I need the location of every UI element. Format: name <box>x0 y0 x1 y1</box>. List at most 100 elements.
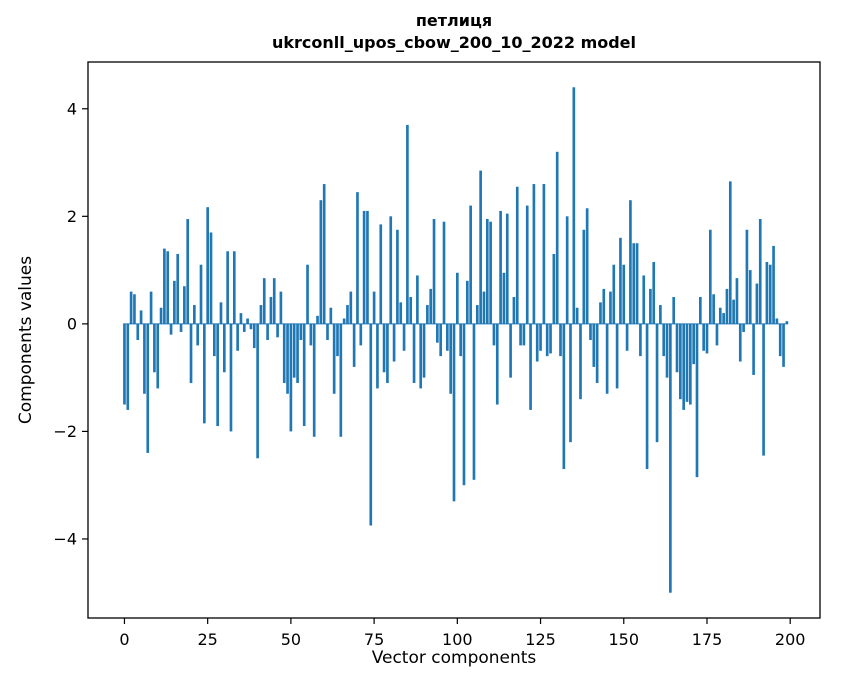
axes-spines <box>87 61 821 619</box>
bar <box>559 323 562 357</box>
bar <box>259 305 263 324</box>
bar <box>569 323 572 443</box>
bar <box>279 291 283 324</box>
chart-title: петлиця <box>415 11 493 30</box>
bar <box>239 313 243 324</box>
bar <box>436 323 439 343</box>
bar <box>555 151 559 324</box>
bar <box>242 323 246 332</box>
bar <box>392 323 396 362</box>
x-axis-label: Vector components <box>371 648 537 668</box>
bar <box>449 323 452 394</box>
x-tick-label: 0 <box>119 630 129 649</box>
bar <box>512 296 516 324</box>
bar <box>642 275 646 324</box>
bar <box>183 286 186 324</box>
bar <box>419 323 423 389</box>
bar <box>249 323 253 330</box>
bar <box>292 323 296 378</box>
bar <box>762 323 765 456</box>
chart-subtitle: ukrconll_upos_cbow_200_10_2022 model <box>271 33 637 53</box>
bar <box>133 294 136 324</box>
bar <box>139 310 143 324</box>
bar <box>605 323 609 394</box>
bar <box>735 278 739 324</box>
bar <box>485 219 489 324</box>
bar <box>173 280 176 324</box>
bar <box>782 323 785 367</box>
x-tick-label: 75 <box>364 630 384 649</box>
bar <box>153 323 156 373</box>
bar <box>705 323 709 354</box>
bar <box>659 305 662 324</box>
bar <box>745 229 749 324</box>
bar <box>595 323 599 384</box>
bar <box>286 323 289 394</box>
bar <box>306 264 309 324</box>
bar <box>459 323 462 357</box>
bar <box>529 323 532 410</box>
bar <box>422 323 426 378</box>
y-tick-label: 2 <box>67 207 77 226</box>
bar <box>129 291 133 324</box>
bar <box>379 224 383 324</box>
bar <box>525 205 529 324</box>
x-tick-label: 25 <box>197 630 217 649</box>
bar <box>712 294 715 324</box>
bar <box>136 323 140 340</box>
bar <box>203 323 206 424</box>
bar <box>123 323 126 405</box>
bar <box>472 323 476 480</box>
bar <box>216 323 219 427</box>
bar <box>482 291 486 324</box>
bar <box>479 170 482 324</box>
bar <box>289 323 293 432</box>
bar <box>219 302 223 324</box>
bar <box>332 323 336 394</box>
bar <box>665 323 669 378</box>
bar <box>282 323 286 384</box>
bar <box>156 323 160 389</box>
bar <box>585 208 589 324</box>
bar <box>772 245 775 324</box>
bar <box>645 323 649 470</box>
bar <box>399 302 403 324</box>
y-tick-label: 4 <box>67 99 77 118</box>
y-axis-label: Components values <box>16 255 36 425</box>
bar <box>579 323 582 400</box>
bar <box>269 296 273 324</box>
bar <box>143 323 146 394</box>
bar <box>236 323 239 351</box>
bar <box>765 262 769 324</box>
bar <box>376 323 379 389</box>
bar <box>439 323 443 357</box>
bar <box>426 305 429 324</box>
bar <box>592 323 596 367</box>
bar <box>396 229 399 324</box>
bar <box>699 296 702 324</box>
bar <box>246 318 249 324</box>
bar <box>575 307 579 324</box>
bar <box>299 323 303 340</box>
bar <box>322 184 326 324</box>
bar <box>589 323 592 340</box>
bar <box>639 323 642 357</box>
bar <box>169 323 173 335</box>
bar <box>652 262 656 324</box>
bar <box>565 216 569 324</box>
x-tick-label: 50 <box>281 630 301 649</box>
bar <box>456 272 459 324</box>
bar <box>492 323 496 346</box>
bar <box>542 184 546 324</box>
bar <box>186 219 190 324</box>
bar <box>738 323 742 362</box>
bar <box>702 323 705 351</box>
bar <box>682 323 686 410</box>
bar <box>609 291 612 324</box>
y-tick-label: −4 <box>53 530 77 549</box>
bar <box>359 323 363 346</box>
bar <box>495 323 499 405</box>
bar <box>785 321 789 324</box>
bar <box>715 323 719 346</box>
bar <box>329 307 333 324</box>
